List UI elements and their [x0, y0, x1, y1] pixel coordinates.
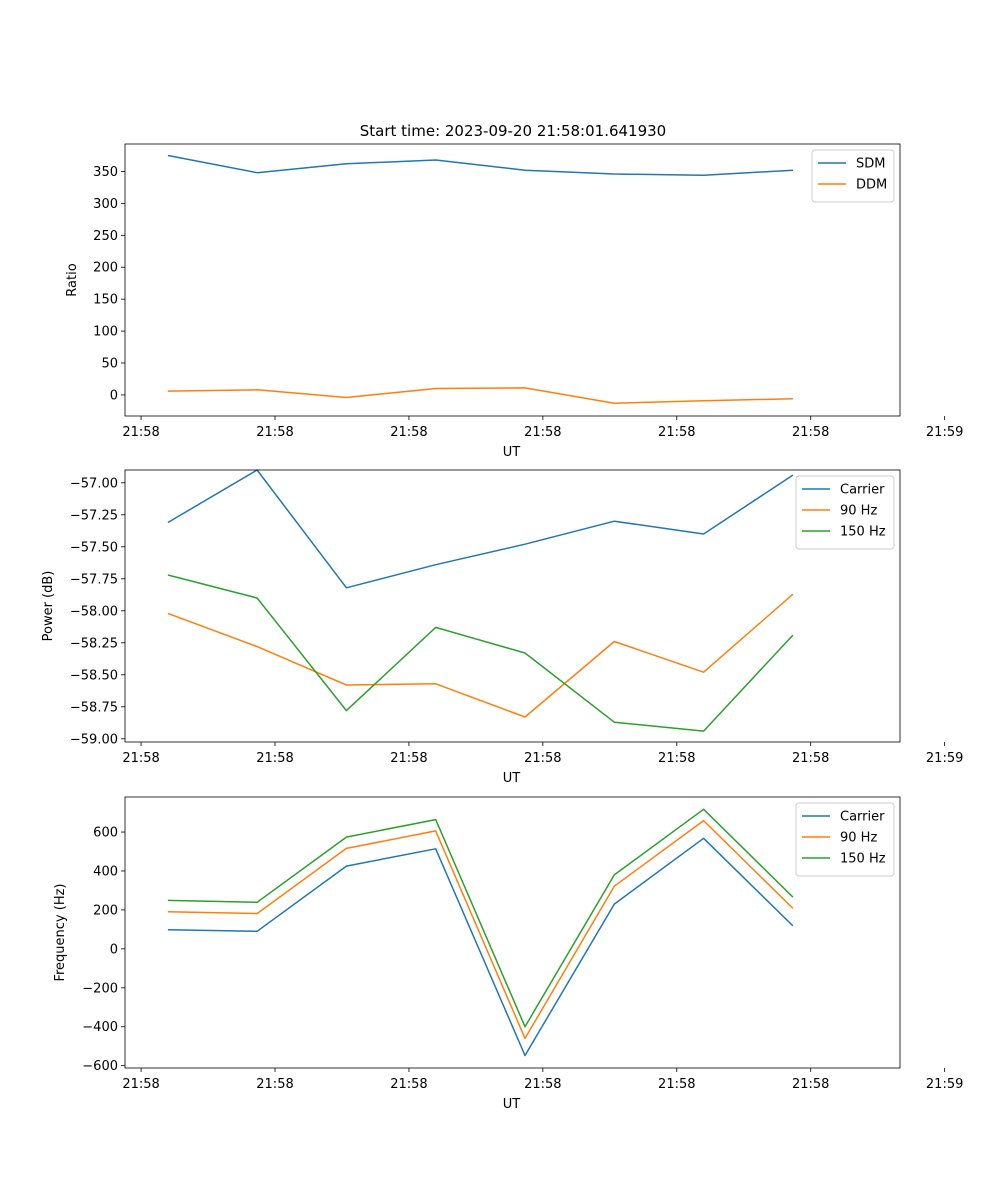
- chart-panel-3: 21:58 21:58 21:58 21:58 21:58 21:58 21:59 −600 −…: [53, 796, 963, 1112]
- y-tick-label: 400: [93, 864, 118, 879]
- y-tick-label: 300: [93, 197, 118, 212]
- legend: SDM DDM: [811, 149, 895, 203]
- series-line-90-hz: [167, 819, 794, 1040]
- legend-label: 90 Hz: [840, 831, 877, 846]
- y-tick-label: 50: [101, 357, 118, 372]
- x-tick-label: 21:58: [256, 425, 293, 440]
- y-tick-label: −400: [82, 1020, 118, 1035]
- series-line-ddm: [167, 387, 793, 404]
- x-axis-label: UT: [503, 1097, 521, 1112]
- y-tick-label: −57.50: [70, 540, 118, 555]
- y-tick-label: 200: [93, 903, 118, 918]
- x-tick-label: 21:58: [256, 1077, 293, 1092]
- x-tick-label: 21:58: [390, 1077, 427, 1092]
- chart-panel-1: 21:58 21:58 21:58 21:58 21:58 21:58 21:59 0 50 10…: [65, 143, 963, 460]
- y-tick-label: −57.25: [70, 508, 118, 523]
- x-tick-label: 21:58: [122, 1077, 159, 1092]
- x-tick-label: 21:58: [524, 751, 561, 766]
- plot-frame: [124, 469, 901, 743]
- x-tick-label: 21:59: [926, 425, 963, 440]
- y-tick-label: −58.75: [70, 700, 118, 715]
- y-tick-label: 250: [93, 229, 118, 244]
- x-tick-label: 21:58: [524, 425, 561, 440]
- series-line-150-hz: [167, 808, 794, 1028]
- series-line-carrier: [167, 469, 794, 589]
- y-tick-label: −58.50: [70, 668, 118, 683]
- plot-frame: [124, 143, 901, 417]
- series-line-150-hz: [167, 574, 794, 732]
- x-tick-label: 21:58: [792, 751, 829, 766]
- x-tick-label: 21:58: [658, 751, 695, 766]
- y-tick-label: 0: [110, 942, 118, 957]
- legend: Carrier 90 Hz 150 Hz: [795, 475, 895, 550]
- legend-label: SDM: [856, 157, 885, 172]
- legend-label: 150 Hz: [840, 525, 886, 540]
- x-tick-label: 21:58: [792, 1077, 829, 1092]
- series-line-sdm: [167, 154, 793, 177]
- x-tick-label: 21:58: [390, 751, 427, 766]
- x-tick-label: 21:58: [256, 751, 293, 766]
- legend-label: 150 Hz: [840, 852, 886, 867]
- y-tick-label: −57.75: [70, 572, 118, 587]
- y-tick-label: −600: [82, 1059, 118, 1074]
- x-tick-label: 21:59: [926, 1077, 963, 1092]
- x-axis-label: UT: [503, 445, 521, 460]
- y-tick-label: 600: [93, 826, 118, 841]
- x-tick-label: 21:58: [122, 751, 159, 766]
- y-tick-label: 350: [93, 165, 118, 180]
- series-line-90-hz: [167, 593, 794, 718]
- x-axis-label: UT: [503, 771, 521, 786]
- y-tick-label: −58.25: [70, 636, 118, 651]
- legend-label: Carrier: [840, 483, 885, 498]
- y-tick-label: 150: [93, 293, 118, 308]
- y-axis-label: Power (dB): [41, 571, 56, 642]
- y-tick-label: −57.00: [70, 476, 118, 491]
- y-tick-label: 100: [93, 325, 118, 340]
- legend-label: Carrier: [840, 810, 885, 825]
- y-axis-label: Frequency (Hz): [53, 883, 68, 981]
- figure-title: Start time: 2023-09-20 21:58:01.641930: [360, 122, 666, 140]
- y-tick-label: −58.00: [70, 604, 118, 619]
- y-tick-label: 200: [93, 261, 118, 276]
- legend: Carrier 90 Hz 150 Hz: [795, 802, 895, 877]
- legend-label: DDM: [856, 178, 887, 193]
- plot-frame: [124, 796, 901, 1069]
- x-tick-label: 21:58: [658, 1077, 695, 1092]
- legend-label: 90 Hz: [840, 504, 877, 519]
- x-tick-label: 21:58: [390, 425, 427, 440]
- series-line-carrier: [167, 837, 794, 1057]
- x-tick-label: 21:58: [658, 425, 695, 440]
- y-axis-label: Ratio: [65, 263, 80, 296]
- y-tick-label: 0: [110, 388, 118, 403]
- chart-panels: 21:58 21:58 21:58 21:58 21:58 21:58 21:59 0 50 10…: [41, 143, 963, 1112]
- x-tick-label: 21:58: [524, 1077, 561, 1092]
- x-tick-label: 21:58: [122, 425, 159, 440]
- x-tick-label: 21:58: [792, 425, 829, 440]
- chart-panel-2: 21:58 21:58 21:58 21:58 21:58 21:58 21:59 −59.0…: [41, 469, 963, 786]
- y-tick-label: −200: [82, 981, 118, 996]
- x-tick-label: 21:59: [926, 751, 963, 766]
- y-tick-label: −59.00: [70, 732, 118, 747]
